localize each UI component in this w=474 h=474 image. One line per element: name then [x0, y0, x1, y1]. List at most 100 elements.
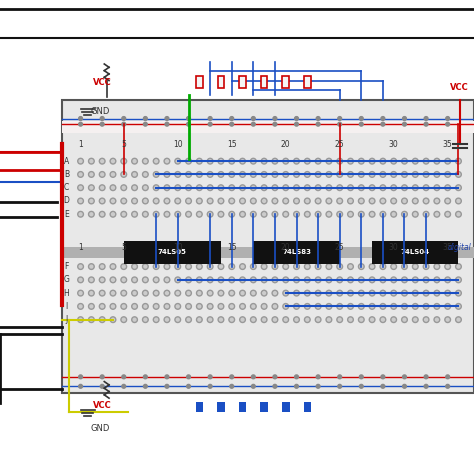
Circle shape — [369, 290, 375, 296]
Bar — [253, 240, 340, 264]
Circle shape — [79, 213, 82, 216]
Circle shape — [144, 318, 147, 321]
Circle shape — [304, 303, 310, 309]
Circle shape — [295, 186, 298, 189]
Circle shape — [272, 198, 278, 204]
Circle shape — [283, 303, 289, 309]
Circle shape — [371, 173, 374, 176]
Circle shape — [207, 317, 213, 322]
Circle shape — [250, 264, 256, 269]
Circle shape — [371, 265, 374, 268]
Circle shape — [78, 172, 83, 177]
Circle shape — [283, 317, 289, 322]
Circle shape — [412, 172, 418, 177]
Circle shape — [240, 317, 246, 322]
Circle shape — [132, 172, 137, 177]
Circle shape — [391, 172, 397, 177]
FancyBboxPatch shape — [304, 76, 310, 88]
Circle shape — [284, 213, 287, 216]
Circle shape — [144, 200, 147, 202]
Circle shape — [456, 290, 461, 296]
Circle shape — [457, 186, 460, 189]
Circle shape — [198, 278, 201, 281]
Circle shape — [424, 117, 428, 120]
Circle shape — [175, 198, 181, 204]
Circle shape — [294, 277, 300, 283]
Circle shape — [425, 160, 428, 163]
Circle shape — [261, 211, 267, 217]
Circle shape — [79, 292, 82, 294]
Circle shape — [304, 211, 310, 217]
Circle shape — [229, 185, 235, 191]
Circle shape — [230, 117, 234, 120]
Circle shape — [241, 173, 244, 176]
Circle shape — [79, 384, 82, 388]
Text: 35: 35 — [443, 243, 453, 252]
Circle shape — [90, 173, 93, 176]
Circle shape — [198, 305, 201, 308]
Circle shape — [100, 172, 105, 177]
Circle shape — [273, 375, 277, 379]
Circle shape — [295, 318, 298, 321]
Circle shape — [328, 200, 330, 202]
Circle shape — [423, 277, 429, 283]
Circle shape — [434, 172, 440, 177]
Circle shape — [240, 290, 246, 296]
Circle shape — [347, 172, 353, 177]
Circle shape — [328, 186, 330, 189]
Circle shape — [295, 213, 298, 216]
Circle shape — [240, 277, 246, 283]
Circle shape — [380, 303, 386, 309]
Circle shape — [425, 213, 428, 216]
Circle shape — [315, 290, 321, 296]
Circle shape — [326, 172, 332, 177]
Circle shape — [306, 213, 309, 216]
Circle shape — [153, 290, 159, 296]
Circle shape — [165, 200, 168, 202]
Circle shape — [284, 292, 287, 294]
Circle shape — [294, 211, 300, 217]
Circle shape — [100, 211, 105, 217]
Circle shape — [207, 198, 213, 204]
Circle shape — [111, 200, 114, 202]
Circle shape — [165, 265, 168, 268]
Circle shape — [252, 160, 255, 163]
Circle shape — [164, 198, 170, 204]
Circle shape — [392, 200, 395, 202]
Circle shape — [424, 375, 428, 379]
Circle shape — [294, 290, 300, 296]
Circle shape — [401, 264, 407, 269]
Circle shape — [250, 211, 256, 217]
Circle shape — [110, 172, 116, 177]
Circle shape — [198, 173, 201, 176]
Circle shape — [230, 265, 233, 268]
Circle shape — [143, 303, 148, 309]
Circle shape — [402, 384, 406, 388]
Circle shape — [251, 122, 255, 126]
Circle shape — [392, 186, 395, 189]
Circle shape — [252, 292, 255, 294]
Circle shape — [176, 305, 179, 308]
Circle shape — [412, 264, 418, 269]
Circle shape — [347, 264, 353, 269]
Text: 25: 25 — [335, 243, 345, 252]
Circle shape — [272, 303, 278, 309]
Circle shape — [89, 290, 94, 296]
Circle shape — [89, 264, 94, 269]
Circle shape — [78, 290, 83, 296]
Circle shape — [122, 292, 125, 294]
FancyBboxPatch shape — [283, 76, 289, 88]
Circle shape — [209, 186, 211, 189]
Circle shape — [165, 305, 168, 308]
Circle shape — [371, 278, 374, 281]
Circle shape — [402, 122, 406, 126]
Circle shape — [187, 384, 191, 388]
Circle shape — [382, 213, 384, 216]
Circle shape — [78, 277, 83, 283]
Circle shape — [369, 198, 375, 204]
Circle shape — [306, 278, 309, 281]
Circle shape — [358, 290, 364, 296]
Circle shape — [263, 318, 265, 321]
Text: 30: 30 — [389, 140, 399, 149]
Circle shape — [155, 265, 157, 268]
